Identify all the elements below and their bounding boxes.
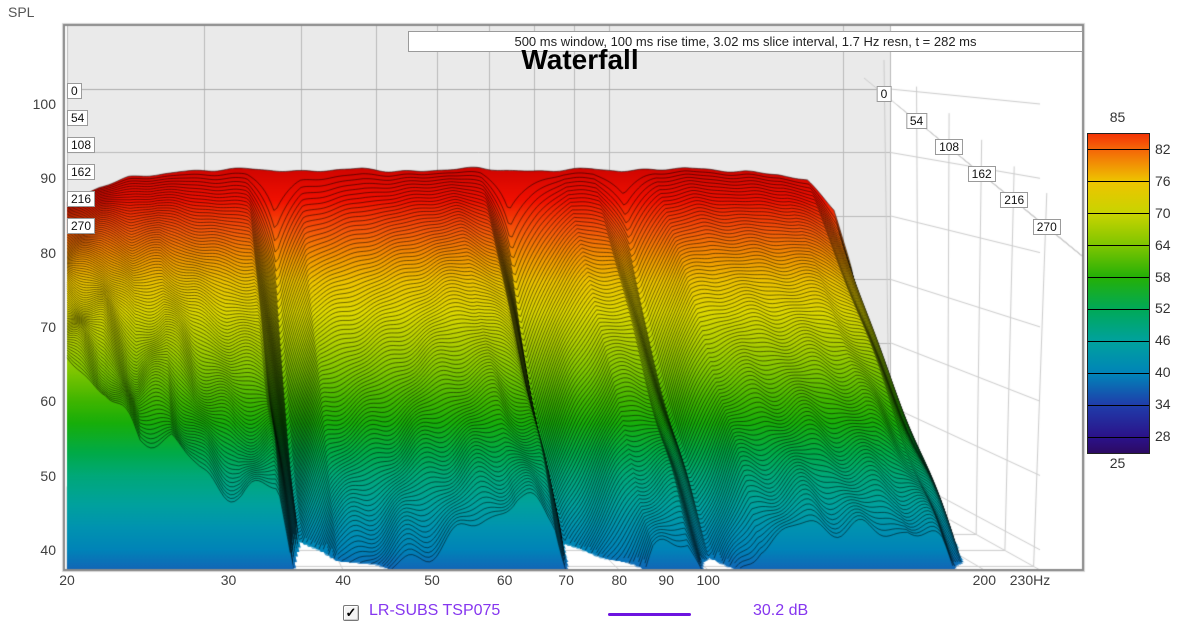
time-tick-label-right: 54 <box>905 112 928 129</box>
frequency-tick-label: 50 <box>424 572 440 588</box>
legend-row: ✓ LR-SUBS TSP075 30.2 dB <box>0 598 1200 628</box>
colorbar-min-label: 25 <box>1109 455 1126 471</box>
frequency-tick-label: 230Hz <box>1009 572 1051 588</box>
frequency-tick-label: 60 <box>496 572 513 588</box>
spl-tick-label: 60 <box>40 393 56 410</box>
legend-checkbox[interactable]: ✓ <box>343 605 359 621</box>
colorbar-segment <box>1088 437 1149 453</box>
measurement-settings-box: 500 ms window, 100 ms rise time, 3.02 ms… <box>408 31 1083 52</box>
colorbar-max-label: 85 <box>1109 109 1126 125</box>
time-tick-label-left: 108 <box>67 137 96 153</box>
frequency-tick-label: 20 <box>59 572 75 588</box>
colorbar-segment <box>1088 181 1149 213</box>
measurement-settings-text: 500 ms window, 100 ms rise time, 3.02 ms… <box>514 34 977 49</box>
colorbar <box>1087 133 1150 454</box>
colorbar-segment <box>1088 213 1149 245</box>
colorbar-tick-label: 58 <box>1155 268 1171 285</box>
time-tick-label-left: 0 <box>67 83 82 99</box>
colorbar-tick-label: 34 <box>1155 396 1171 413</box>
legend-series-line-swatch <box>608 613 691 616</box>
colorbar-segment <box>1088 149 1149 181</box>
time-tick-label-left: 162 <box>67 164 96 180</box>
spl-tick-label: 90 <box>40 170 56 187</box>
colorbar-tick-label: 40 <box>1155 364 1171 381</box>
colorbar-segment <box>1088 277 1149 309</box>
colorbar-tick-label: 64 <box>1155 236 1171 253</box>
frequency-tick-label: 40 <box>335 572 351 588</box>
colorbar-segment <box>1088 341 1149 373</box>
time-tick-label-right: 162 <box>967 165 996 182</box>
colorbar-segment <box>1088 245 1149 277</box>
colorbar-tick-label: 52 <box>1155 300 1171 317</box>
colorbar-tick-label: 82 <box>1155 140 1171 157</box>
legend-series-level: 30.2 dB <box>753 602 809 619</box>
time-tick-label-right: 108 <box>935 139 964 156</box>
chart-title: Waterfall <box>521 44 639 75</box>
spl-tick-label: 80 <box>40 244 56 261</box>
colorbar-segment <box>1088 309 1149 341</box>
spl-axis-label: SPL <box>8 4 35 20</box>
time-tick-label-left: 216 <box>67 191 96 207</box>
spl-tick-label: 100 <box>32 96 56 112</box>
colorbar-tick-label: 70 <box>1155 204 1171 221</box>
time-tick-label-right: 270 <box>1032 219 1061 236</box>
colorbar-tick-label: 46 <box>1155 332 1171 349</box>
spl-tick-label: 70 <box>40 318 56 335</box>
spl-tick-label: 50 <box>40 467 56 484</box>
frequency-tick-label: 30 <box>220 572 237 588</box>
frequency-tick-label: 90 <box>658 572 674 588</box>
time-tick-label-left: 270 <box>67 218 96 234</box>
frequency-tick-label: 200 <box>972 572 996 588</box>
colorbar-tick-label: 76 <box>1155 172 1171 189</box>
frequency-tick-label: 100 <box>696 572 720 588</box>
time-tick-label-right: 216 <box>1000 192 1029 209</box>
colorbar-segment <box>1088 134 1149 149</box>
frequency-tick-label: 70 <box>558 572 574 588</box>
time-tick-label-right: 0 <box>876 86 892 102</box>
spl-tick-label: 40 <box>40 541 56 558</box>
colorbar-segment <box>1088 373 1149 405</box>
legend-series-label[interactable]: LR-SUBS TSP075 <box>369 602 501 619</box>
colorbar-tick-label: 28 <box>1155 428 1171 445</box>
colorbar-segment <box>1088 405 1149 437</box>
frequency-tick-label: 80 <box>611 572 628 588</box>
time-tick-label-left: 54 <box>67 110 89 126</box>
